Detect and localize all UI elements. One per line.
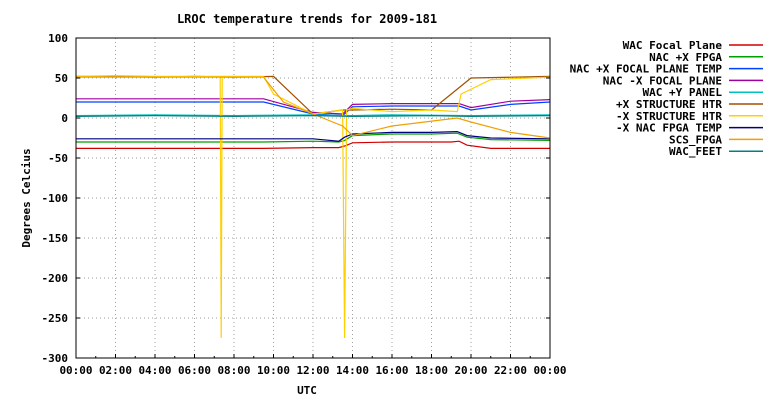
y-tick-label: 100: [48, 32, 68, 45]
series-line: [75, 74, 551, 339]
series-line: [76, 130, 551, 142]
y-tick-label: -150: [42, 232, 69, 245]
x-tick-label: 02:00: [99, 364, 132, 377]
legend-label: WAC Focal Plane: [623, 39, 723, 52]
series-layer: [75, 74, 551, 339]
x-tick-label: 14:00: [336, 364, 369, 377]
legend-label: SCS_FPGA: [669, 133, 722, 146]
series-line: [75, 114, 551, 118]
legend-label: WAC +Y PANEL: [643, 86, 723, 99]
x-tick-label: 10:00: [257, 364, 290, 377]
chart-title: LROC temperature trends for 2009-181: [177, 12, 437, 26]
legend-label: NAC +X FPGA: [649, 51, 722, 64]
y-tick-label: -300: [42, 352, 69, 365]
y-tick-label: 50: [55, 72, 68, 85]
y-axis-label: Degrees Celcius: [20, 148, 33, 247]
series-line: [75, 114, 551, 117]
x-tick-label: 04:00: [138, 364, 171, 377]
series-line: [76, 101, 551, 117]
x-tick-label: 20:00: [454, 364, 487, 377]
grid-layer: [76, 38, 550, 358]
series-line: [76, 132, 551, 143]
y-tick-label: -100: [42, 192, 69, 205]
x-tick-label: 08:00: [217, 364, 250, 377]
x-tick-label: 12:00: [296, 364, 329, 377]
y-tick-label: 0: [61, 112, 68, 125]
legend-label: NAC +X FOCAL PLANE TEMP: [570, 63, 723, 76]
legend-label: NAC -X FOCAL PLANE: [603, 74, 722, 87]
y-tick-label: -200: [42, 272, 69, 285]
legend-label: -X STRUCTURE HTR: [616, 110, 722, 123]
x-tick-label: 16:00: [375, 364, 408, 377]
legend-label: WAC_FEET: [669, 145, 722, 158]
y-tick-label: -50: [48, 152, 68, 165]
legend-label: +X STRUCTURE HTR: [616, 98, 722, 111]
y-tick-label: -250: [42, 312, 69, 325]
x-tick-label: 00:00: [533, 364, 566, 377]
ticks-layer: 00:00 02:00 04:00 06:00 08:00 10:00 12:00 14:00…: [42, 32, 567, 377]
series-line: [76, 140, 550, 149]
series-line: [76, 76, 551, 139]
x-axis-label: UTC: [297, 384, 317, 397]
x-tick-label: 00:00: [59, 364, 92, 377]
x-tick-label: 18:00: [415, 364, 448, 377]
x-tick-label: 22:00: [494, 364, 527, 377]
legend-label: -X NAC FPGA TEMP: [616, 122, 722, 135]
x-tick-label: 06:00: [178, 364, 211, 377]
